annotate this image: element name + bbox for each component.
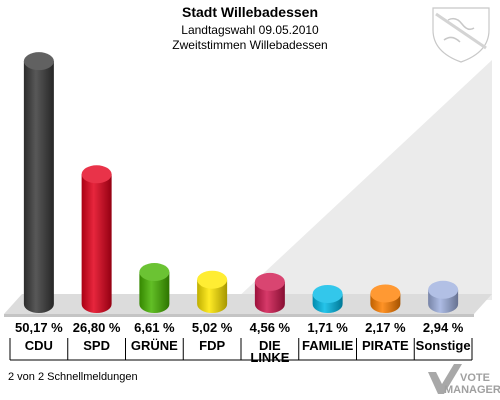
value-label: 5,02 %	[192, 320, 233, 335]
bar-1	[23, 52, 54, 313]
category-ticks	[9, 338, 473, 360]
chart-floor	[4, 60, 492, 317]
bar-7	[370, 284, 401, 313]
category-label: DIE	[259, 338, 281, 353]
bar-6	[312, 285, 343, 313]
category-label: GRÜNE	[131, 338, 178, 353]
footer-status: 2 von 2 Schnellmeldungen	[8, 371, 138, 383]
bar-5	[254, 272, 285, 313]
category-label: LINKE	[250, 350, 289, 365]
category-label: SPD	[83, 338, 110, 353]
value-label: 1,71 %	[307, 320, 348, 335]
watermark-line2: MANAGER	[444, 384, 500, 396]
bar-2	[81, 165, 112, 313]
value-label: 50,17 %	[15, 320, 63, 335]
bars-group	[23, 52, 459, 313]
watermark-line1: VOTE	[460, 372, 490, 384]
value-label: 26,80 %	[73, 320, 121, 335]
value-label: 2,94 %	[423, 320, 464, 335]
chart-subtitle-2: Zweitstimmen Willebadessen	[172, 38, 327, 52]
coat-of-arms-icon	[432, 7, 490, 63]
chart-subtitle: Landtagswahl 09.05.2010	[181, 23, 319, 37]
bar-4	[197, 270, 228, 313]
category-label: FAMILIE	[302, 338, 354, 353]
vote-manager-logo-icon: VOTE MANAGER	[428, 364, 500, 396]
category-label: FDP	[199, 338, 225, 353]
value-label: 6,61 %	[134, 320, 175, 335]
chart-title: Stadt Willebadessen	[182, 4, 318, 20]
value-labels: 50,17 % 26,80 % 6,61 % 5,02 % 4,56 % 1,71 % 2,…	[15, 320, 464, 335]
category-label: PIRATE	[362, 338, 409, 353]
value-label: 4,56 %	[250, 320, 291, 335]
category-label: Sonstige	[416, 338, 471, 353]
category-label: CDU	[25, 338, 53, 353]
bar-8	[428, 280, 459, 313]
value-label: 2,17 %	[365, 320, 406, 335]
bar-3	[139, 263, 170, 313]
